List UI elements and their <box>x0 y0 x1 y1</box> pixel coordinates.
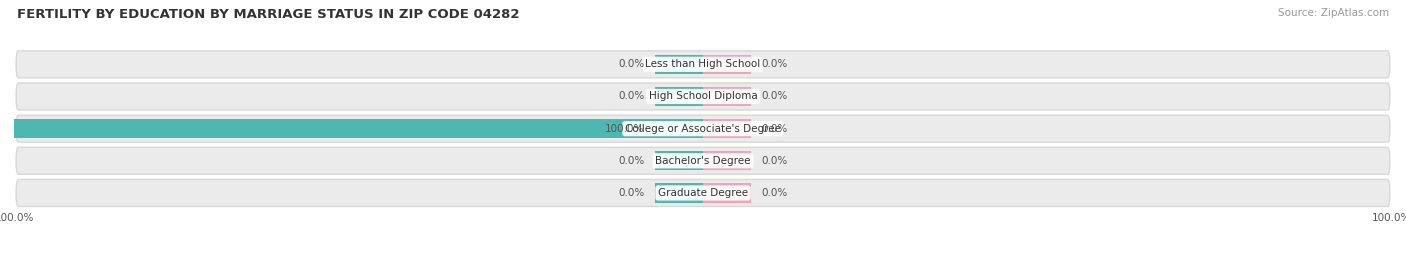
Bar <box>703 151 751 170</box>
Text: 0.0%: 0.0% <box>619 188 644 198</box>
Text: FERTILITY BY EDUCATION BY MARRIAGE STATUS IN ZIP CODE 04282: FERTILITY BY EDUCATION BY MARRIAGE STATU… <box>17 8 519 21</box>
Bar <box>703 55 751 74</box>
Text: 0.0%: 0.0% <box>762 124 787 134</box>
Bar <box>703 119 751 138</box>
Bar <box>655 151 703 170</box>
FancyBboxPatch shape <box>15 115 1391 142</box>
FancyBboxPatch shape <box>15 147 1391 174</box>
Text: 0.0%: 0.0% <box>619 156 644 166</box>
Bar <box>655 87 703 106</box>
FancyBboxPatch shape <box>15 180 1391 206</box>
Bar <box>14 119 703 138</box>
Text: College or Associate's Degree: College or Associate's Degree <box>626 124 780 134</box>
Text: 0.0%: 0.0% <box>619 91 644 102</box>
Text: Less than High School: Less than High School <box>645 59 761 69</box>
Text: High School Diploma: High School Diploma <box>648 91 758 102</box>
Bar <box>655 183 703 203</box>
Bar <box>703 87 751 106</box>
Bar <box>655 55 703 74</box>
Text: 0.0%: 0.0% <box>762 188 787 198</box>
Text: Bachelor's Degree: Bachelor's Degree <box>655 156 751 166</box>
Bar <box>703 183 751 203</box>
Text: 0.0%: 0.0% <box>762 59 787 69</box>
FancyBboxPatch shape <box>15 83 1391 110</box>
Text: 0.0%: 0.0% <box>619 59 644 69</box>
FancyBboxPatch shape <box>15 51 1391 78</box>
Text: Source: ZipAtlas.com: Source: ZipAtlas.com <box>1278 8 1389 18</box>
Text: 0.0%: 0.0% <box>762 91 787 102</box>
Text: Graduate Degree: Graduate Degree <box>658 188 748 198</box>
Text: 100.0%: 100.0% <box>605 124 644 134</box>
Text: 0.0%: 0.0% <box>762 156 787 166</box>
